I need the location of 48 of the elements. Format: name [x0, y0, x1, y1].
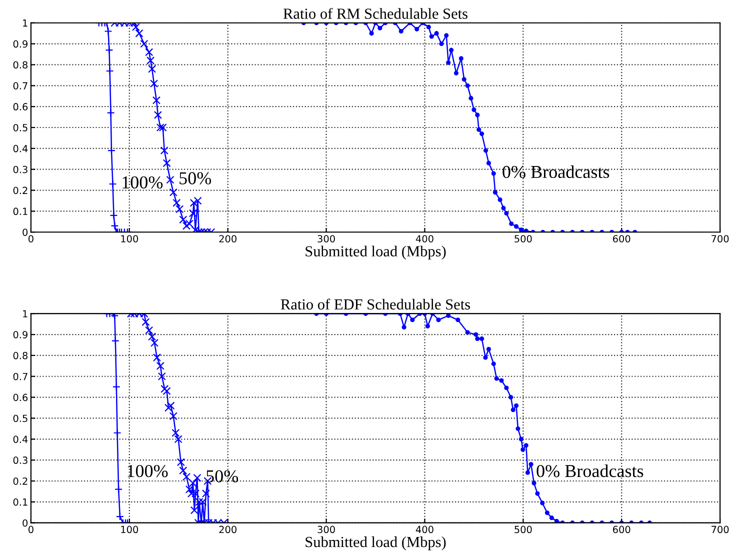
y-tick-label: 0.3 — [13, 456, 28, 464]
x-tick-label: 500 — [514, 526, 532, 534]
x-tick-label: 700 — [712, 526, 729, 534]
y-tick-label: 0.4 — [13, 144, 28, 152]
x-tick-label: 300 — [318, 526, 335, 534]
x-axis-title: Submitted load (Mbps) — [306, 246, 446, 260]
y-tick-label: 1 — [23, 19, 28, 27]
x-tick-label: 0 — [28, 235, 34, 242]
y-tick-label: 0.1 — [13, 208, 28, 216]
y-tick-label: 0.2 — [13, 477, 28, 485]
chart-title: Ratio of RM Schedulable Sets — [283, 8, 468, 19]
annotation: 0% Broadcasts — [536, 464, 644, 478]
annotation: 100% — [122, 176, 163, 189]
y-tick-label: 0.6 — [13, 103, 28, 110]
y-tick-label: 0.9 — [13, 40, 28, 48]
x-tick-label: 300 — [318, 235, 335, 242]
y-tick-label: 0 — [22, 519, 28, 527]
annotation: 0% Broadcasts — [502, 165, 610, 178]
y-tick-label: 0.5 — [13, 414, 28, 422]
y-tick-label: 1 — [23, 310, 28, 318]
x-tick-label: 100 — [121, 235, 138, 242]
x-tick-label: 700 — [712, 235, 729, 242]
x-tick-label: 400 — [416, 526, 434, 534]
x-tick-label: 0 — [28, 526, 34, 534]
x-tick-label: 500 — [514, 235, 532, 242]
y-tick-label: 0.5 — [13, 124, 28, 132]
y-tick-label: 0.8 — [13, 61, 28, 69]
y-tick-label: 0.4 — [13, 436, 28, 443]
annotation: 50% — [180, 172, 212, 184]
y-tick-label: 0.7 — [13, 82, 28, 90]
y-tick-label: 0.6 — [13, 394, 28, 402]
y-tick-label: 0.1 — [13, 498, 28, 506]
x-tick-label: 600 — [613, 235, 630, 242]
y-tick-label: 0.2 — [13, 186, 28, 194]
x-tick-label: 400 — [416, 235, 434, 242]
x-tick-label: 200 — [219, 235, 236, 242]
y-tick-label: 0.7 — [13, 372, 28, 380]
y-tick-label: 0 — [22, 228, 28, 236]
annotation: 100% — [128, 464, 168, 478]
x-axis-title: Submitted load (Mbps) — [306, 536, 446, 550]
y-tick-label: 0.9 — [13, 331, 28, 338]
x-tick-label: 200 — [219, 526, 236, 534]
y-tick-label: 0.3 — [13, 166, 28, 174]
chart-title: Ratio of EDF Schedulable Sets — [280, 298, 470, 310]
annotation: 50% — [206, 470, 238, 482]
x-tick-label: 100 — [121, 526, 138, 534]
y-tick-label: 0.8 — [13, 352, 28, 360]
x-tick-label: 600 — [613, 526, 630, 534]
